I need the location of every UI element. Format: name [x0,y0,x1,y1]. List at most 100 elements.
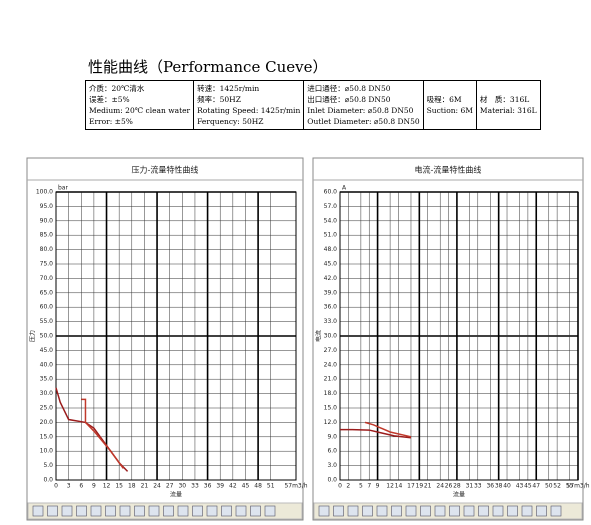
toolbar-button [250,505,261,517]
x-tick-label: 52 [553,483,561,490]
y-tick-label: 15.0 [324,405,338,412]
y-tick-label: 10.0 [40,448,54,455]
x-tick-label: 57m3/h [284,483,307,490]
x-tick-label: 3 [67,483,71,490]
x-tick-label: 31 [466,483,474,490]
x-tick-label: 39 [216,483,224,490]
y-tick-label: 80.0 [40,246,54,253]
y-tick-label: 54.0 [324,217,338,224]
spec-text: 转速：1425r/min [197,84,260,93]
toolbar-button [507,505,518,517]
y-tick-label: 50.0 [40,333,54,340]
y-unit: A [342,185,347,192]
toolbar-button [550,505,562,517]
toolbar-button [478,505,489,517]
x-tick-label: 6 [79,483,83,490]
spec-text: 介质：20℃清水 [89,84,145,93]
spec-text: Rotating Speed: 1425r/min [197,106,301,115]
toolbar-button [134,505,145,517]
x-axis-label: 流量 [170,491,182,499]
toolbar-button [206,505,218,517]
x-tick-label: 57m3/h [566,483,589,490]
spec-text: 材 质：316L [479,95,530,104]
x-tick-label: 2 [346,483,350,490]
y-tick-label: 39.0 [324,289,338,296]
x-tick-label: 33 [191,483,199,490]
x-tick-label: 27 [166,483,174,490]
x-tick-label: 19 [416,483,424,490]
x-tick-label: 55 [566,483,574,490]
x-tick-label: 36 [204,483,212,490]
y-tick-label: 40.0 [40,361,54,368]
spec-cell: 介质：20℃清水 误差：±5% Medium: 20℃ clean water Err… [84,80,195,130]
spec-cell: 吸程：6M Suction: 6M [422,80,477,130]
toolbar-button [235,505,247,517]
x-tick-label: 12 [103,483,111,490]
toolbar-button [362,505,373,517]
x-tick-label: 47 [532,483,540,490]
toolbar-button [32,505,44,517]
x-tick-label: 51 [267,483,275,490]
y-tick-label: 9.0 [327,433,337,440]
y-unit: bar [58,185,68,192]
x-tick-label: 45 [242,483,250,490]
spec-table: 介质：20℃清水 误差：±5% Medium: 20℃ clean water Err… [84,80,541,130]
toolbar-button [47,505,58,517]
x-tick-label: 36 [486,483,494,490]
x-tick-label: 28 [453,483,461,490]
y-tick-label: 30.0 [324,333,338,340]
toolbar-button [434,505,446,517]
y-tick-label: 12.0 [324,419,338,426]
y-tick-label: 21.0 [324,376,338,383]
spec-text: Outlet Diameter: ⌀50.8 DN50 [307,117,420,126]
x-tick-label: 9 [92,483,96,490]
spec-text: Medium: 20℃ clean water [89,106,191,115]
y-tick-label: 18.0 [324,390,338,397]
y-tick-label: 95.0 [40,203,54,210]
y-tick-label: 45.0 [40,347,54,354]
y-tick-label: 36.0 [324,304,338,311]
y-tick-label: 24.0 [324,361,338,368]
spec-text: Ferquency: 50HZ [197,117,264,126]
y-tick-label: 35.0 [40,376,54,383]
x-tick-label: 24 [153,483,161,490]
x-axis-label: 流量 [453,491,465,499]
toolbar-button [148,505,160,517]
y-tick-label: 65.0 [40,289,54,296]
toolbar-button [376,505,388,517]
x-tick-label: 0 [338,483,342,490]
y-tick-label: 42.0 [324,275,338,282]
spec-cell: 材 质：316L Material: 316L [475,80,541,130]
x-tick-label: 15 [115,483,123,490]
y-tick-label: 0.0 [43,477,53,484]
line-series [364,421,412,438]
x-tick-label: 38 [495,483,503,490]
y-tick-label: 70.0 [40,275,54,282]
panel [312,157,584,521]
toolbar-button [177,505,189,517]
y-tick-label: 45.0 [324,261,338,268]
y-tick-label: 3.0 [327,462,337,469]
y-tick-label: 20.0 [40,419,54,426]
page-title: 性能曲线（Performance Cueve） [88,58,328,76]
toolbar-button [192,505,203,517]
y-tick-label: 25.0 [40,405,54,412]
x-tick-label: 50 [545,483,553,490]
y-tick-label: 75.0 [40,261,54,268]
x-tick-label: 24 [436,483,444,490]
y-tick-label: 15.0 [40,433,54,440]
y-tick-label: 33.0 [324,318,338,325]
toolbar-button [90,505,102,517]
toolbar-button [521,505,533,517]
plot-frame [55,191,297,481]
y-axis-label: 电流 [315,330,323,342]
plot-frame [339,191,579,481]
x-tick-label: 48 [254,483,262,490]
toolbar-button [119,505,131,517]
toolbar-button [405,505,417,517]
toolbar-button [391,505,402,517]
line-series [340,428,412,439]
spec-text: 吸程：6M [426,95,462,104]
spec-text: Error: ±5% [89,117,133,126]
